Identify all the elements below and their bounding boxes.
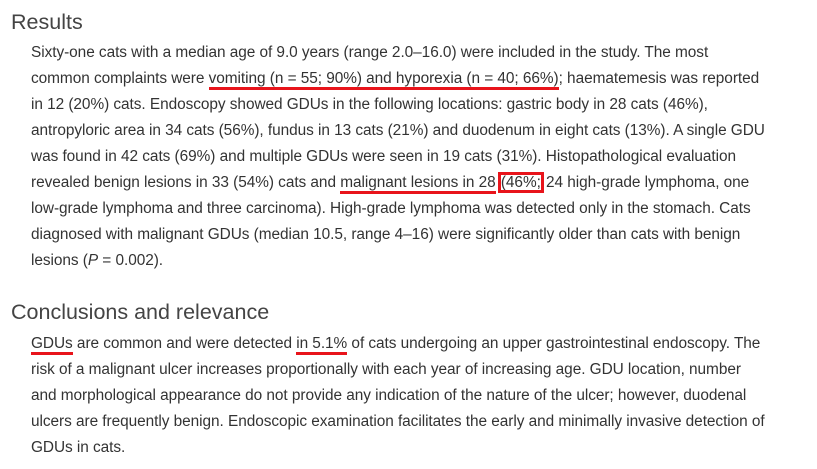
- conclusions-heading: Conclusions and relevance: [11, 300, 270, 324]
- results-line-9: lesions (P = 0.002).: [31, 252, 164, 269]
- results-paragraph: Sixty-one cats with a median age of 9.0 …: [31, 40, 815, 274]
- results-line-3: in 12 (20%) cats. Endoscopy showed GDUs …: [31, 96, 708, 113]
- conclusions-line-2: risk of a malignant ulcer increases prop…: [31, 361, 741, 378]
- results-heading: Results: [11, 10, 83, 34]
- results-line-8: diagnosed with malignant GDUs (median 10…: [31, 226, 741, 243]
- results-line-1: Sixty-one cats with a median age of 9.0 …: [31, 44, 709, 61]
- conclusions-line-1: GDUs are common and were detected in 5.1…: [31, 331, 815, 357]
- p-value-symbol: P: [87, 252, 99, 269]
- conclusions-line-4: ulcers are frequently benign. Endoscopic…: [31, 413, 765, 430]
- conclusions-line-5: GDUs in cats.: [31, 439, 126, 456]
- underlined-complaints: vomiting (n = 55; 90%) and hyporexia (n …: [208, 70, 559, 90]
- underlined-incidence: in 5.1%: [296, 335, 347, 355]
- results-line-2: common complaints were vomiting (n = 55;…: [31, 66, 815, 92]
- results-line-7: low-grade lymphoma and three carcinoma).…: [31, 200, 751, 217]
- results-line-4: antropyloric area in 34 cats (56%), fund…: [31, 122, 765, 139]
- conclusions-line-3: and morphological appearance do not prov…: [31, 387, 747, 404]
- results-line-5: was found in 42 cats (69%) and multiple …: [31, 148, 737, 165]
- boxed-percentage: (46%;: [497, 172, 544, 193]
- conclusions-paragraph: GDUs are common and were detected in 5.1…: [31, 331, 815, 461]
- underlined-gdus: GDUs: [31, 335, 73, 355]
- results-line-6: revealed benign lesions in 33 (54%) cats…: [31, 170, 815, 196]
- underlined-malignant-lesions: malignant lesions in 28: [340, 174, 496, 194]
